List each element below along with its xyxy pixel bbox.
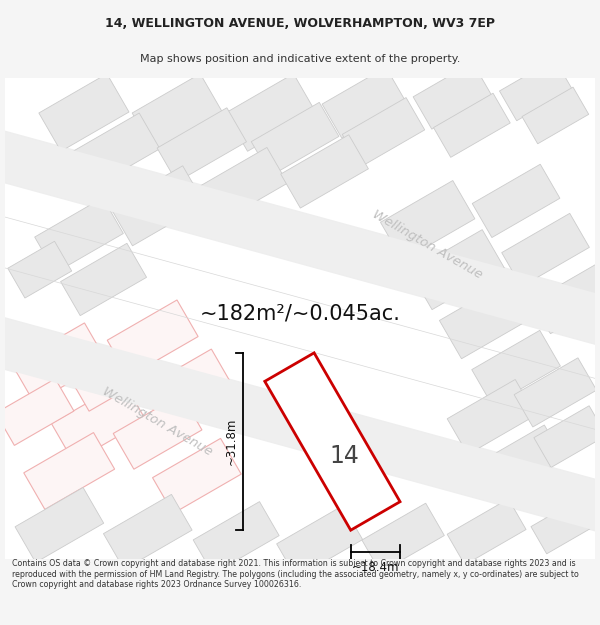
Polygon shape xyxy=(478,425,564,498)
Polygon shape xyxy=(322,68,406,138)
Polygon shape xyxy=(472,331,560,406)
Text: Wellington Avenue: Wellington Avenue xyxy=(100,385,215,459)
Polygon shape xyxy=(110,166,205,246)
Polygon shape xyxy=(35,198,124,272)
Polygon shape xyxy=(52,382,146,462)
Polygon shape xyxy=(142,349,232,426)
Polygon shape xyxy=(157,107,247,182)
Polygon shape xyxy=(531,496,599,554)
Polygon shape xyxy=(410,229,505,309)
Polygon shape xyxy=(472,164,560,238)
Polygon shape xyxy=(514,358,596,427)
Polygon shape xyxy=(380,181,475,261)
Polygon shape xyxy=(342,98,425,167)
Polygon shape xyxy=(0,314,600,535)
Polygon shape xyxy=(447,379,536,454)
Text: ~182m²/~0.045ac.: ~182m²/~0.045ac. xyxy=(200,304,400,324)
Polygon shape xyxy=(226,74,316,151)
Polygon shape xyxy=(12,323,107,403)
Polygon shape xyxy=(362,503,445,572)
Polygon shape xyxy=(251,102,339,176)
Polygon shape xyxy=(413,62,491,129)
Text: ~18.4m: ~18.4m xyxy=(352,561,399,574)
Polygon shape xyxy=(0,127,600,348)
Polygon shape xyxy=(281,135,368,208)
Polygon shape xyxy=(439,279,534,359)
Polygon shape xyxy=(265,353,400,530)
Polygon shape xyxy=(447,499,526,565)
Polygon shape xyxy=(499,59,572,121)
Polygon shape xyxy=(434,93,510,158)
Polygon shape xyxy=(8,241,72,298)
Polygon shape xyxy=(277,506,362,578)
Polygon shape xyxy=(534,406,600,468)
Polygon shape xyxy=(39,74,129,151)
Polygon shape xyxy=(107,300,198,377)
Text: ~31.8m: ~31.8m xyxy=(225,418,238,465)
Text: Map shows position and indicative extent of the property.: Map shows position and indicative extent… xyxy=(140,54,460,64)
Polygon shape xyxy=(502,213,589,287)
Text: 14: 14 xyxy=(329,444,359,468)
Text: Contains OS data © Crown copyright and database right 2021. This information is : Contains OS data © Crown copyright and d… xyxy=(12,559,579,589)
Polygon shape xyxy=(15,488,104,562)
Polygon shape xyxy=(152,438,241,513)
Polygon shape xyxy=(0,315,600,534)
Polygon shape xyxy=(132,74,223,151)
Text: 14, WELLINGTON AVENUE, WOLVERHAMPTON, WV3 7EP: 14, WELLINGTON AVENUE, WOLVERHAMPTON, WV… xyxy=(105,17,495,30)
Polygon shape xyxy=(0,128,600,348)
Polygon shape xyxy=(67,113,160,191)
Polygon shape xyxy=(61,243,146,316)
Polygon shape xyxy=(113,394,202,469)
Polygon shape xyxy=(24,432,115,509)
Polygon shape xyxy=(522,87,589,144)
Polygon shape xyxy=(103,494,192,569)
Polygon shape xyxy=(193,502,279,574)
Polygon shape xyxy=(0,379,74,446)
Polygon shape xyxy=(68,334,159,411)
Text: Wellington Avenue: Wellington Avenue xyxy=(370,208,485,282)
Polygon shape xyxy=(194,148,287,225)
Polygon shape xyxy=(532,264,600,334)
